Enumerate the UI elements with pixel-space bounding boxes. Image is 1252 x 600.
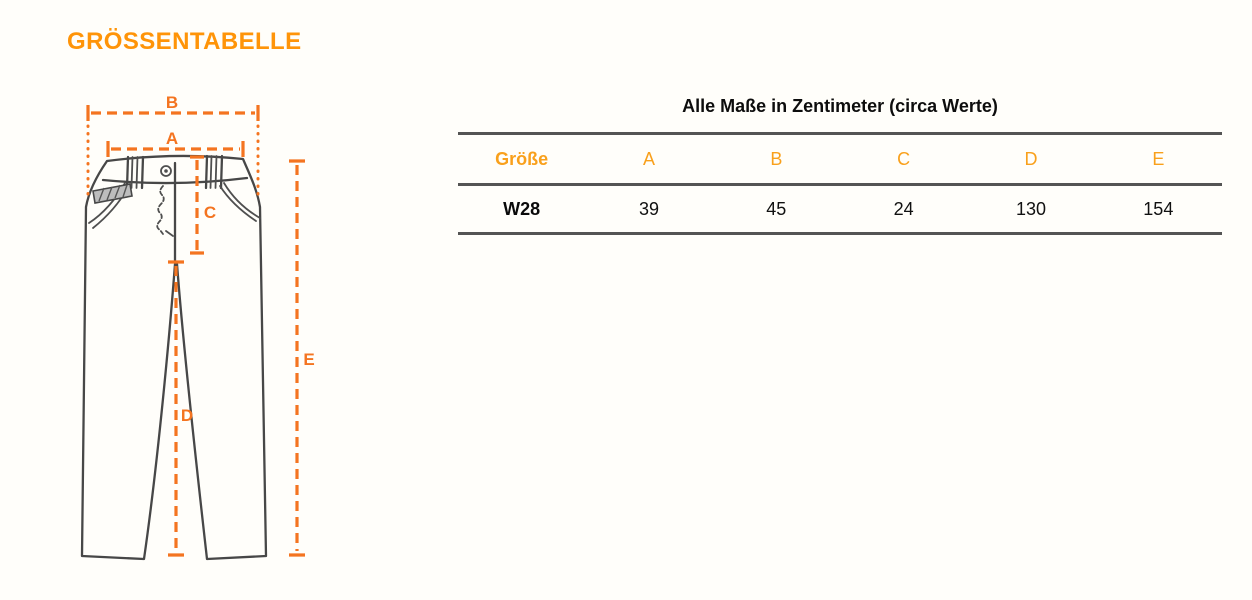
watch-pocket [92,183,133,204]
measurement-marks: B A C D E [86,93,315,557]
size-cell: W28 [503,198,541,219]
column-header-e: E [1152,148,1165,169]
zipper-chain [156,185,174,237]
column-header-d: D [1024,148,1038,169]
measure-label-a: A [166,129,178,148]
measurement-table: Alle Maße in Zentimeter (circa Werte) Gr… [458,94,1222,235]
column-header-c: C [897,148,911,169]
measure-label-d: D [181,406,193,425]
size-table: Größe A B C D E W28 39 45 24 130 154 [458,132,1222,235]
column-header-a: A [642,148,655,169]
value-d-cell: 130 [1015,198,1046,219]
pants-diagram-svg: B A C D E [80,93,315,561]
belt-loop-left [125,155,145,190]
value-c-cell: 24 [893,198,914,219]
measure-label-e: E [303,350,314,369]
table-row: W28 39 45 24 130 154 [458,185,1222,234]
value-b-cell: 45 [766,198,787,219]
value-e-cell: 154 [1143,198,1174,219]
page-title: GRÖSSENTABELLE [67,28,302,55]
measure-label-c: C [204,203,216,222]
table-title: Alle Maße in Zentimeter (circa Werte) [682,96,998,116]
belt-loop-right [204,154,224,190]
measure-label-b: B [166,93,178,112]
column-header-b: B [770,148,783,169]
pants-outline [80,154,268,561]
pants-measurement-diagram: B A C D E [60,85,380,590]
value-a-cell: 39 [638,198,659,219]
pocket-right [219,182,261,222]
column-header-groesse: Größe [495,148,549,169]
button-icon [160,165,172,177]
table-header-row: Größe A B C D E [458,133,1222,185]
